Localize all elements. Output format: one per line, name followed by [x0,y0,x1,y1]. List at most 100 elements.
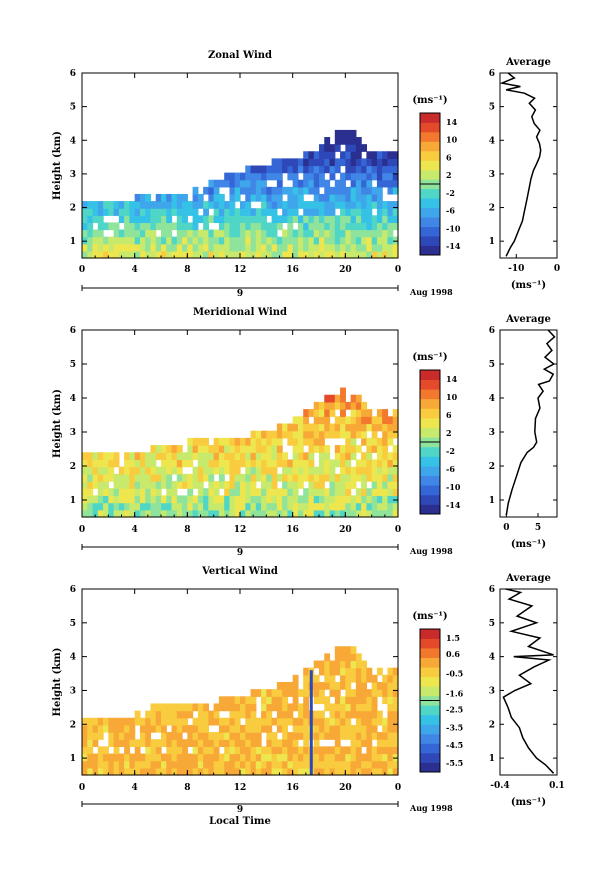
heatmap-cell [82,229,88,238]
heatmap-cell [108,473,115,482]
heatmap-cell [340,151,346,159]
heatmap-cell [266,760,273,769]
heatmap-cell [355,488,362,497]
heatmap-cell [292,509,299,518]
heatmap-cell [371,710,378,719]
heatmap-cell [345,423,352,432]
heatmap-cell [139,760,146,769]
colorbar-swatch [420,398,440,409]
heatmap-cell [292,717,299,726]
heatmap-cell [124,502,130,511]
heatmap-cell [366,724,373,733]
heatmap-cell [97,481,104,489]
heatmap-cell [345,509,352,518]
heatmap-cell [182,243,188,252]
heatmap-cell [382,208,389,216]
heatmap-cell [208,466,215,475]
heatmap-cell [218,222,225,231]
colorbar-tick-label: -2 [446,446,455,456]
heatmap-cell [355,653,362,662]
heatmap-cell [161,222,167,231]
heatmap-cell [161,243,167,252]
heatmap-cell [266,165,273,174]
colorbar-tick-label: -6 [446,206,455,216]
colorbar-swatch [420,705,440,716]
heatmap-cell [161,760,167,769]
heatmap-cell [340,409,346,417]
heatmap-cell [103,502,109,511]
heatmap-cell [319,236,325,245]
colorbar-swatch [420,466,440,476]
heatmap-cell [340,387,346,396]
heatmap-cell [276,767,283,776]
heatmap-cell [345,502,352,511]
heatmap-cell [113,732,120,740]
heatmap-cell [182,481,188,489]
heatmap-cell [334,696,341,705]
heatmap-cell [324,158,331,167]
heatmap-cell [145,243,152,252]
heatmap-cell [287,222,294,231]
heatmap-cell [366,710,373,719]
heatmap-cell [382,502,389,511]
heatmap-cell [282,215,288,224]
heatmap-cell [292,243,299,252]
heatmap-cell [382,409,389,417]
heatmap-cell [155,760,162,769]
heatmap-cell [229,753,236,762]
heatmap-cell [387,717,394,726]
heatmap-cell [387,682,394,690]
heatmap-cell [134,495,141,504]
heatmap-cell [292,208,299,216]
heatmap-cell [382,488,389,497]
heatmap-cell [276,703,283,712]
heatmap-cell [392,243,399,252]
heatmap-cell [82,243,88,252]
heatmap-cell [297,717,304,726]
heatmap-cell [97,767,104,776]
heatmap-cell [197,760,204,769]
heatmap-cell [366,186,373,195]
heatmap-cell [371,158,378,167]
heatmap-cell [82,717,88,726]
average-x-label: (ms⁻¹) [511,280,546,291]
heatmap-cell [108,243,115,252]
heatmap-cell [329,208,336,216]
heatmap-cell [366,717,373,726]
heatmap-cell [139,473,146,482]
heatmap-cell [329,430,336,439]
heatmap-cell [303,250,310,259]
heatmap-cell [187,459,194,468]
heatmap-cell [303,165,310,174]
heatmap-cell [271,222,278,231]
heatmap-cell [308,445,315,453]
heatmap-cell [240,760,246,769]
heatmap-cell [218,753,225,762]
heatmap-cell [182,509,188,518]
heatmap-cell [150,760,157,769]
heatmap-cell [129,753,136,762]
heatmap-cell [97,208,104,216]
heatmap-cell [319,488,325,497]
heatmap-cell [350,767,357,776]
heatmap-cell [366,222,373,231]
heatmap-cell [234,172,241,181]
heatmap-cell [287,208,294,216]
heatmap-cell [118,215,125,224]
heatmap-cell [334,222,341,231]
heatmap-cell [197,445,204,453]
heatmap-cell [197,502,204,511]
heatmap-cell [350,236,357,245]
heatmap-cell [224,495,231,504]
heatmap-cell [371,430,378,439]
heatmap-cell [197,250,204,259]
heatmap-cell [308,236,315,245]
heatmap-cell [145,236,152,245]
heatmap-cell [355,416,362,425]
heatmap-cell [255,208,262,216]
heatmap-cell [150,739,157,747]
heatmap-cell [282,760,288,769]
heatmap-cell [376,437,383,446]
heatmap-cell [376,495,383,504]
heatmap-cell [182,760,188,769]
